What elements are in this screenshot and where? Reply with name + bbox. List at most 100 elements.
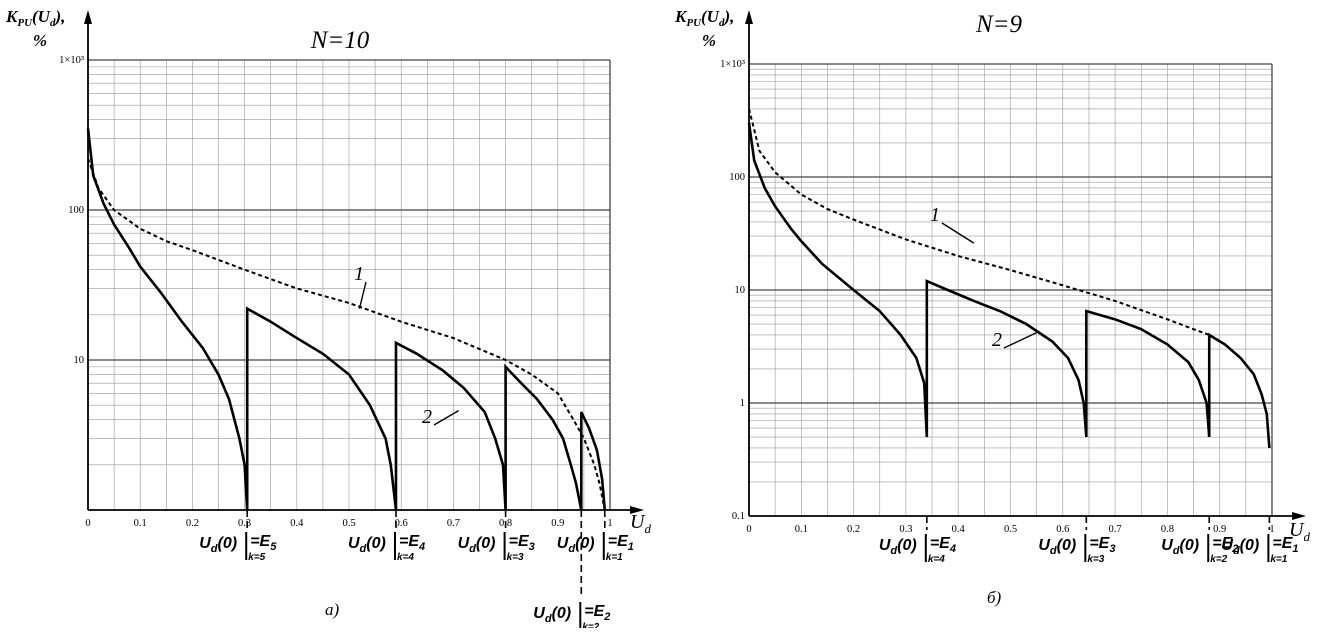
y-tick-label: 10 bbox=[74, 355, 85, 366]
x-tick-label: 0.9 bbox=[551, 518, 564, 529]
x-tick-label: 1 bbox=[607, 518, 612, 529]
x-tick-label: 0.2 bbox=[186, 518, 199, 529]
ann-eq: =E bbox=[930, 535, 951, 552]
x-tick-label: 0.6 bbox=[395, 518, 408, 529]
ann-zero: (0) bbox=[218, 535, 238, 552]
ann-zero: (0) bbox=[897, 537, 917, 554]
x-axis-arrow bbox=[1292, 512, 1306, 520]
ann-u: U bbox=[879, 537, 891, 554]
annotation-label: Ud(0) k=3 =E3 bbox=[458, 532, 535, 563]
annotation-k: k=1 bbox=[1270, 554, 1287, 565]
x-tick-label: 0.5 bbox=[342, 518, 355, 529]
y-tick-label: 1×10³ bbox=[59, 55, 84, 66]
x-axis-arrow bbox=[630, 506, 644, 514]
y-tick-label: 10 bbox=[735, 285, 746, 296]
ann-eq: =E bbox=[250, 533, 271, 550]
annotation-k: k=4 bbox=[928, 554, 945, 565]
ann-eq: =E bbox=[509, 533, 530, 550]
curve-label-2: 2 bbox=[992, 329, 1002, 351]
chart-panel-b: 0.1 1 10 100 1×10³ 0 0.1 0.2 0.3 0.4 0.5 0.6 0.7 0.8 0… bbox=[669, 0, 1338, 628]
x-tick-label: 0.6 bbox=[1056, 524, 1069, 535]
chart-panel-a: 101001×10³00.10.20.30.40.50.60.70.80.91N… bbox=[0, 0, 669, 633]
x-tick-label: 0.1 bbox=[134, 518, 147, 529]
curve-label-1: 1 bbox=[930, 204, 940, 226]
xlabel-sub: d bbox=[644, 521, 651, 536]
xlabel-u: U bbox=[1289, 519, 1305, 541]
ann-e-sub: 1 bbox=[628, 541, 634, 553]
ann-d: d bbox=[1173, 545, 1180, 557]
series-1-dashed-line bbox=[748, 108, 1210, 336]
ann-d: d bbox=[890, 545, 897, 557]
annotation-text: Ud(0) bbox=[533, 605, 571, 625]
ann-u: U bbox=[1221, 537, 1233, 554]
x-tick-label: 0.7 bbox=[447, 518, 460, 529]
series-2-segment bbox=[504, 363, 583, 511]
curve-label-2: 2 bbox=[422, 406, 432, 428]
curve-label-1: 1 bbox=[354, 263, 364, 285]
y-axis-unit: % bbox=[702, 31, 716, 50]
ann-d: d bbox=[545, 613, 552, 625]
annotation-rhs: =E2 bbox=[1212, 535, 1238, 555]
annotation-label: Ud(0)k=1=E1 bbox=[557, 532, 634, 563]
curve-label-leader bbox=[941, 222, 975, 244]
series-2-segment bbox=[394, 340, 507, 511]
annotation-k: k=5 bbox=[248, 552, 265, 563]
ann-eq: =E bbox=[584, 603, 605, 620]
annotation-text: Ud(0) bbox=[1161, 537, 1199, 557]
ann-u: U bbox=[1038, 537, 1050, 554]
annotation-k: k=2 bbox=[582, 622, 599, 628]
series-1-dashed-line bbox=[87, 158, 606, 511]
ann-d: d bbox=[1050, 545, 1057, 557]
ann-d: d bbox=[211, 543, 218, 555]
series-2-segment bbox=[245, 306, 398, 511]
x-tick-label: 0.1 bbox=[795, 524, 808, 535]
series-2-segment bbox=[747, 122, 929, 438]
annotation-rhs: =E3 bbox=[1089, 535, 1115, 555]
ann-e-sub: 4 bbox=[949, 543, 956, 555]
annotation-rhs: =E1 bbox=[608, 533, 634, 553]
ann-e-sub: 3 bbox=[1109, 543, 1115, 555]
ann-eq: =E bbox=[608, 533, 629, 550]
ann-u: U bbox=[199, 535, 211, 552]
chart-title: N=10 bbox=[310, 27, 370, 54]
xlabel-u: U bbox=[630, 511, 646, 533]
annotation-k: k=3 bbox=[1087, 554, 1104, 565]
annotation-text: Ud(0) bbox=[557, 535, 595, 555]
annotation-text: Ud(0) bbox=[1221, 537, 1259, 557]
annotation-rhs: =E2 bbox=[584, 603, 610, 623]
x-tick-label: 0.7 bbox=[1109, 524, 1122, 535]
annotation-rhs: =E4 bbox=[930, 535, 956, 555]
curve-label-leader bbox=[433, 409, 459, 426]
ann-eq: =E bbox=[399, 533, 420, 550]
ann-u: U bbox=[458, 535, 470, 552]
x-tick-label: 0 bbox=[85, 518, 90, 529]
annotation-label: Ud(0)k=1=E1 bbox=[1221, 534, 1299, 565]
y-axis-arrow bbox=[745, 10, 753, 24]
annotation-text: Ud(0) bbox=[458, 535, 496, 555]
y-axis-unit: % bbox=[33, 31, 47, 50]
annotation-rhs: =E5 bbox=[250, 533, 277, 553]
ann-u: U bbox=[1161, 537, 1173, 554]
ann-zero: (0) bbox=[1240, 537, 1260, 554]
series-2-segment bbox=[1085, 309, 1211, 438]
y-tick-label: 100 bbox=[729, 172, 745, 183]
panel-label: а) bbox=[325, 600, 340, 619]
ann-u: U bbox=[533, 605, 545, 622]
x-tick-label: 0.9 bbox=[1213, 524, 1226, 535]
ann-zero: (0) bbox=[366, 535, 386, 552]
annotation-k: k=1 bbox=[606, 552, 623, 563]
annotation-label: Ud(0)k=4=E4 bbox=[879, 534, 956, 565]
x-tick-label: 0.8 bbox=[1161, 524, 1174, 535]
annotation-k: k=3 bbox=[507, 552, 524, 563]
ann-e-sub: 3 bbox=[529, 541, 535, 553]
annotation-text: Ud(0) bbox=[348, 535, 386, 555]
x-tick-label: 0.2 bbox=[847, 524, 860, 535]
annotation-label: Ud(0)k=3=E3 bbox=[1038, 534, 1115, 565]
annotation-label: Ud(0)k=2=E2 bbox=[1161, 534, 1238, 565]
series-2-segment bbox=[925, 279, 1088, 438]
x-tick-label: 0.5 bbox=[1004, 524, 1017, 535]
minor-grid bbox=[749, 64, 1272, 516]
ann-e-sub: 2 bbox=[603, 611, 610, 623]
x-tick-label: 0 bbox=[746, 524, 751, 535]
ann-eq: =E bbox=[1089, 535, 1110, 552]
